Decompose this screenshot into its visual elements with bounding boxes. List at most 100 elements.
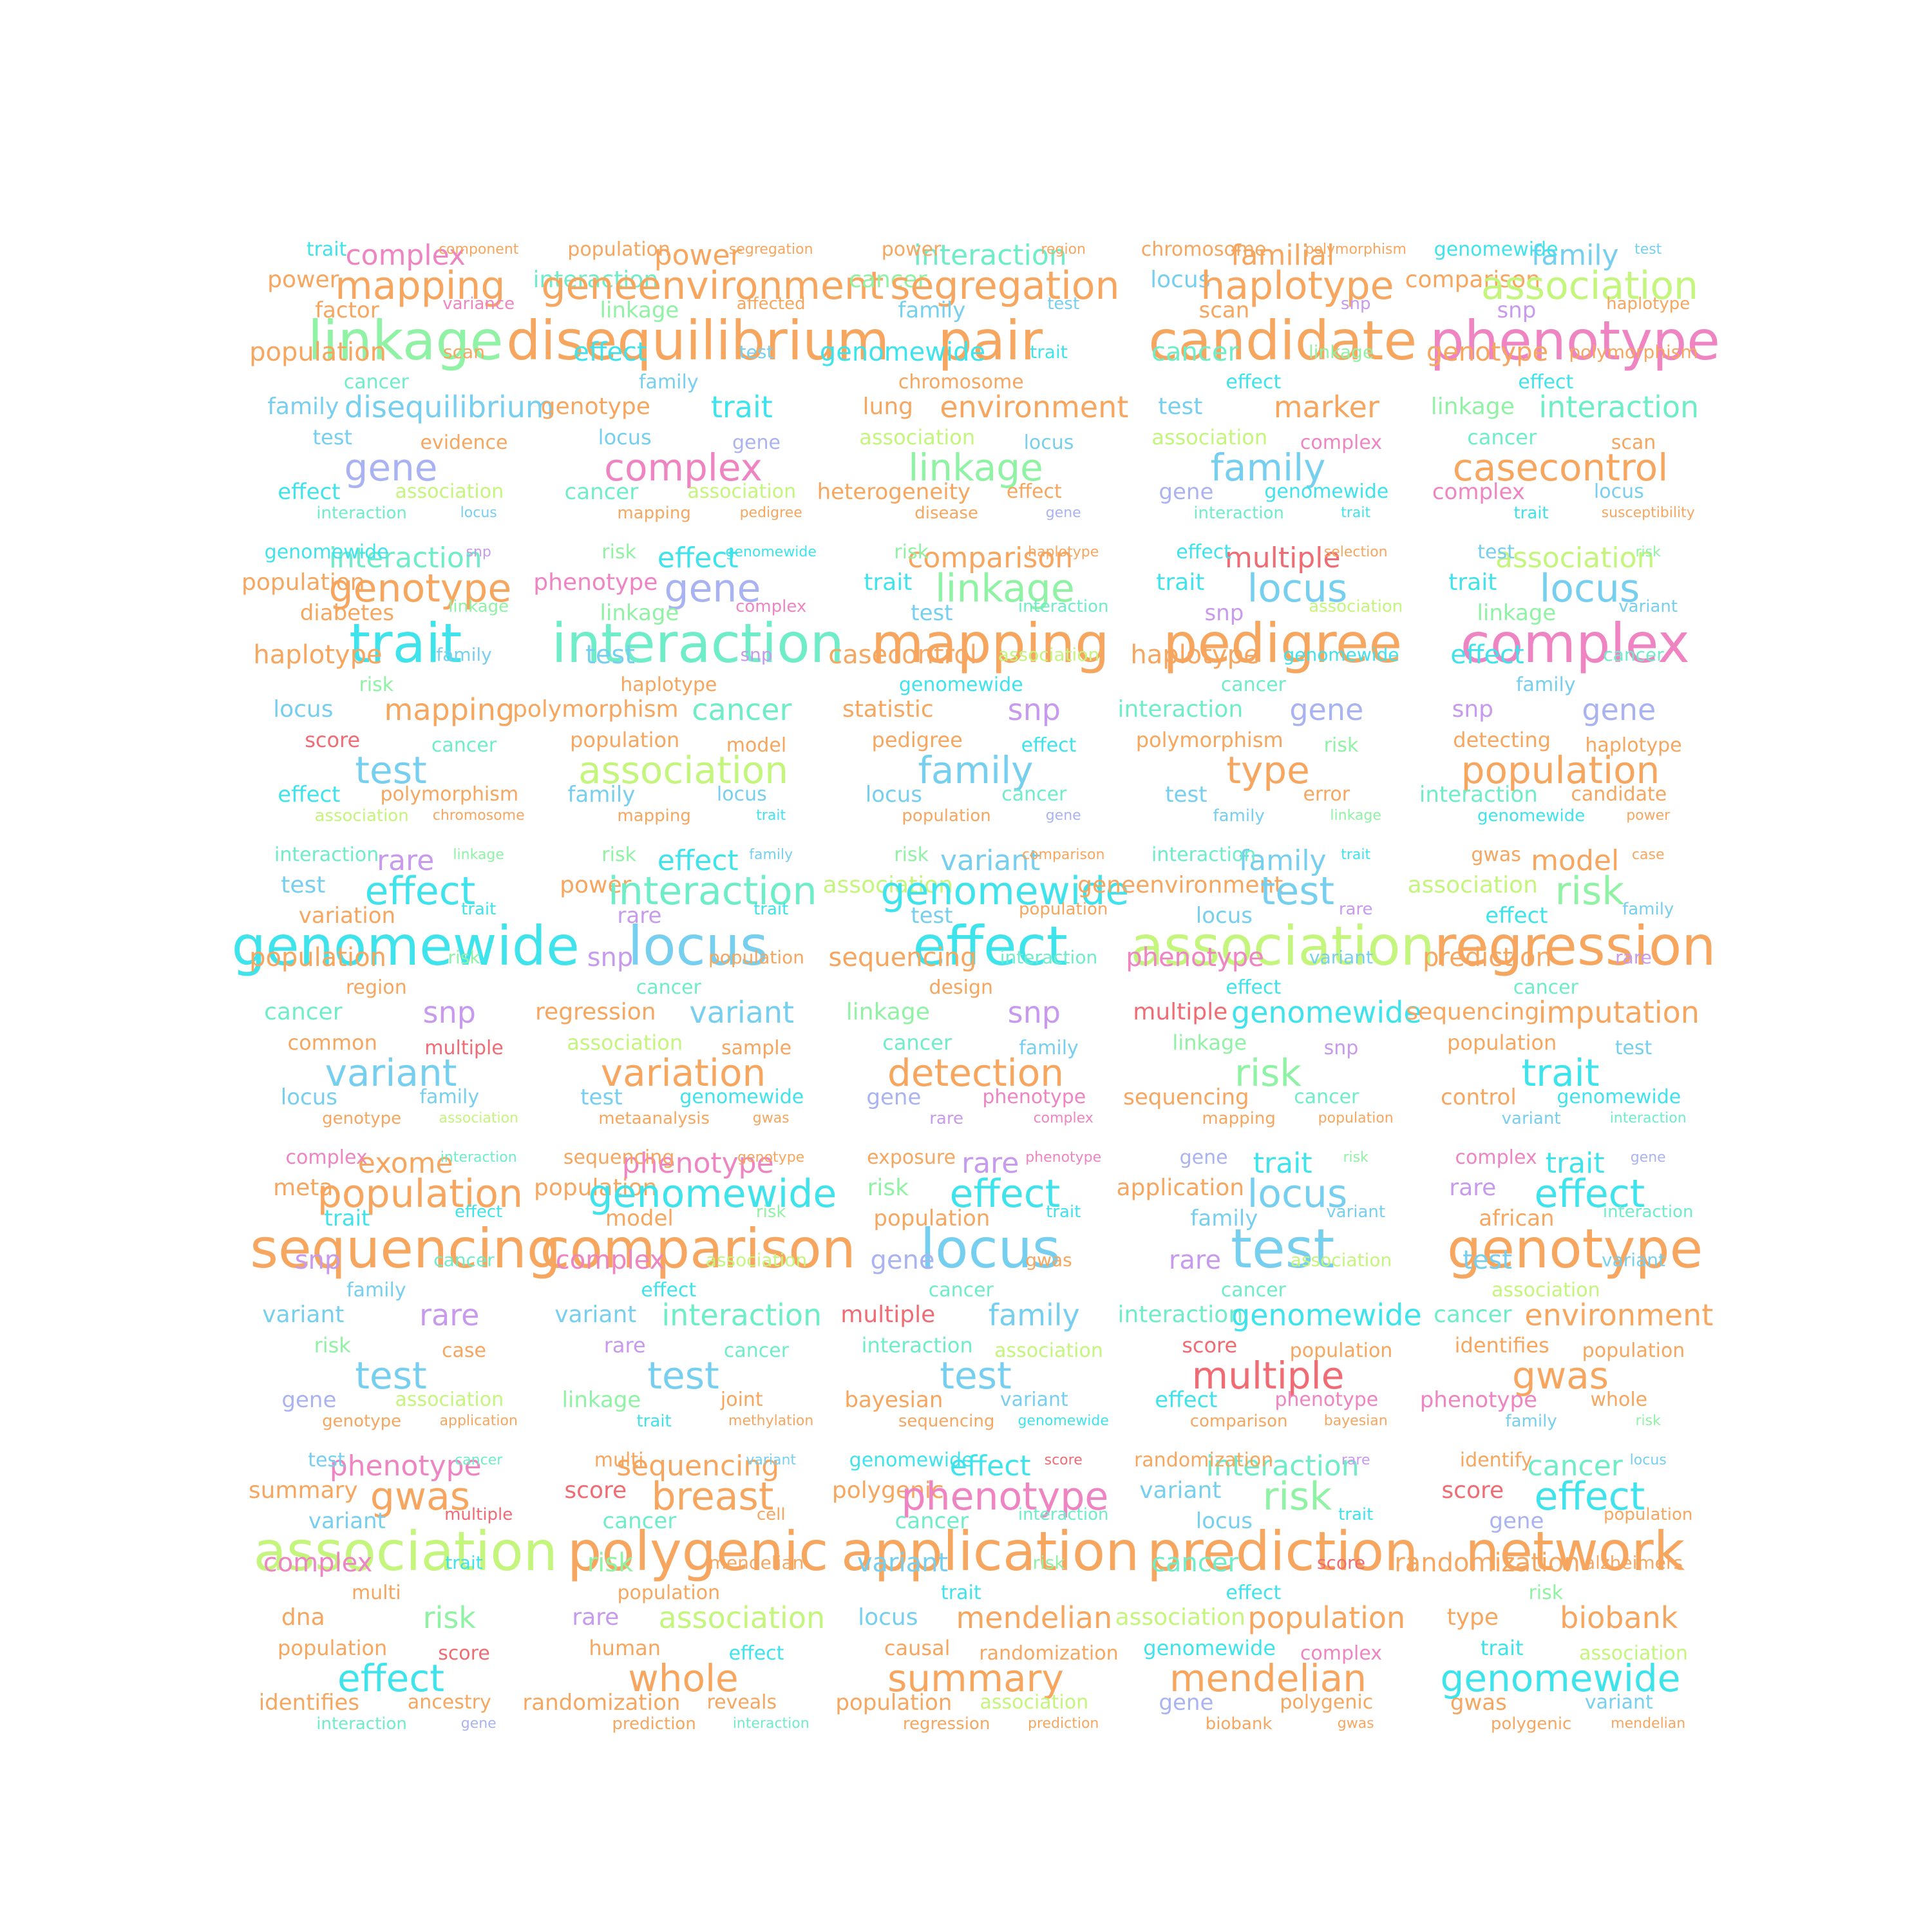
word-cancer: cancer xyxy=(849,266,927,293)
word-interaction: interaction xyxy=(274,843,379,866)
word-association: association xyxy=(1407,871,1539,898)
word-interaction: interaction xyxy=(1602,1202,1694,1222)
word-genomewide: genomewide xyxy=(1557,1085,1681,1108)
word-chromosome: chromosome xyxy=(432,807,525,824)
word-variant: variant xyxy=(857,1548,949,1578)
word-variant: variant xyxy=(325,1051,457,1095)
word-trait: trait xyxy=(1448,569,1497,596)
word-linkage: linkage xyxy=(846,999,930,1025)
word-polygenic: polygenic xyxy=(1490,1714,1572,1734)
word-locus: locus xyxy=(865,781,922,808)
word-rare: rare xyxy=(572,1604,620,1631)
word-trait: trait xyxy=(710,390,773,424)
word-variance: variance xyxy=(442,294,515,314)
word-trait: trait xyxy=(753,900,789,920)
word-variation: variation xyxy=(298,902,396,929)
word-multi: multi xyxy=(351,1582,401,1605)
word-multiple: multiple xyxy=(444,1505,513,1525)
word-familial: familial xyxy=(1231,239,1335,272)
word-trait: trait xyxy=(1513,503,1549,523)
word-snp: snp xyxy=(294,1245,341,1276)
word-association: association xyxy=(1130,914,1435,978)
word-genomewide: genomewide xyxy=(1231,995,1422,1030)
word-genomewide: genomewide xyxy=(849,1448,974,1472)
word-effect: effect xyxy=(657,844,739,877)
word-variant: variant xyxy=(1139,1477,1222,1504)
word-trait: trait xyxy=(445,1552,483,1574)
word-risk: risk xyxy=(1262,1474,1332,1519)
word-effect: effect xyxy=(913,914,1068,978)
word-test: test xyxy=(911,902,953,929)
word-meta: meta xyxy=(273,1174,334,1201)
word-trait: trait xyxy=(461,900,497,920)
word-sequencing: sequencing xyxy=(1123,1084,1249,1110)
word-sequencing: sequencing xyxy=(616,1450,780,1482)
word-cancer: cancer xyxy=(1434,1302,1512,1328)
word-linkage: linkage xyxy=(1430,393,1515,420)
word-test: test xyxy=(312,425,352,450)
word-locus: locus xyxy=(1247,566,1348,611)
word-rare: rare xyxy=(1449,1174,1497,1201)
word-test: test xyxy=(580,1084,623,1110)
word-variant: variant xyxy=(746,1452,797,1468)
word-variant: variant xyxy=(1602,1249,1665,1271)
word-genomewide: genomewide xyxy=(1283,644,1399,666)
word-risk: risk xyxy=(1032,1552,1065,1574)
word-effect: effect xyxy=(949,1171,1061,1217)
word-locus: locus xyxy=(1247,1171,1348,1217)
word-effect: effect xyxy=(365,869,476,914)
word-variant: variant xyxy=(999,1388,1068,1411)
word-identifies: identifies xyxy=(1454,1333,1549,1358)
word-genomewide: genomewide xyxy=(1018,1412,1109,1429)
word-test: test xyxy=(1165,781,1208,808)
word-comparison: comparison xyxy=(907,542,1074,574)
word-casecontrol: casecontrol xyxy=(1452,446,1669,489)
word-effect: effect xyxy=(1226,976,1282,999)
word-gene: gene xyxy=(1045,807,1081,824)
word-rare: rare xyxy=(377,844,435,877)
word-effect: effect xyxy=(278,781,341,808)
word-association: association xyxy=(705,1249,808,1271)
word-segregation: segregation xyxy=(890,263,1120,308)
word-cancer: cancer xyxy=(602,1508,677,1534)
word-rare: rare xyxy=(961,1147,1019,1180)
word-family: family xyxy=(267,393,339,420)
word-casecontrol: casecontrol xyxy=(828,640,977,670)
word-complex: complex xyxy=(735,597,807,617)
word-interaction: interaction xyxy=(1117,696,1244,723)
word-snp: snp xyxy=(1452,696,1494,723)
word-haplotype: haplotype xyxy=(1028,544,1099,560)
word-score: score xyxy=(438,1642,490,1665)
word-rare: rare xyxy=(603,1333,646,1358)
word-interaction: interaction xyxy=(1018,1505,1109,1525)
word-variant: variant xyxy=(262,1302,345,1328)
word-segregation: segregation xyxy=(728,241,813,258)
word-score: score xyxy=(1044,1452,1083,1468)
word-biobank: biobank xyxy=(1560,1600,1678,1635)
word-interaction: interaction xyxy=(328,542,482,574)
word-trait: trait xyxy=(756,807,786,824)
word-family: family xyxy=(1213,806,1265,826)
word-genomewide: genomewide xyxy=(898,674,1023,697)
word-locus: locus xyxy=(280,1084,337,1110)
word-genomewide: genomewide xyxy=(679,1085,804,1108)
word-type: type xyxy=(1446,1604,1499,1631)
word-polygenic: polygenic xyxy=(567,1519,829,1583)
word-locus: locus xyxy=(273,696,334,723)
word-test: test xyxy=(585,640,635,670)
word-association: association xyxy=(1495,542,1655,574)
word-score: score xyxy=(564,1477,627,1504)
word-association: association xyxy=(1115,1604,1246,1631)
word-population: population xyxy=(249,337,386,368)
word-association: association xyxy=(994,1340,1103,1363)
word-factor: factor xyxy=(315,297,379,323)
word-trait: trait xyxy=(1030,341,1068,363)
word-complex: complex xyxy=(285,1146,368,1169)
word-phenotype: phenotype xyxy=(901,1474,1109,1519)
word-gene: gene xyxy=(1045,504,1081,521)
word-cancer: cancer xyxy=(1603,644,1664,666)
word-association: association xyxy=(253,1519,558,1583)
word-genomewide: genomewide xyxy=(588,1171,837,1217)
word-susceptibility: susceptibility xyxy=(1601,504,1695,521)
word-effect: effect xyxy=(573,337,647,368)
